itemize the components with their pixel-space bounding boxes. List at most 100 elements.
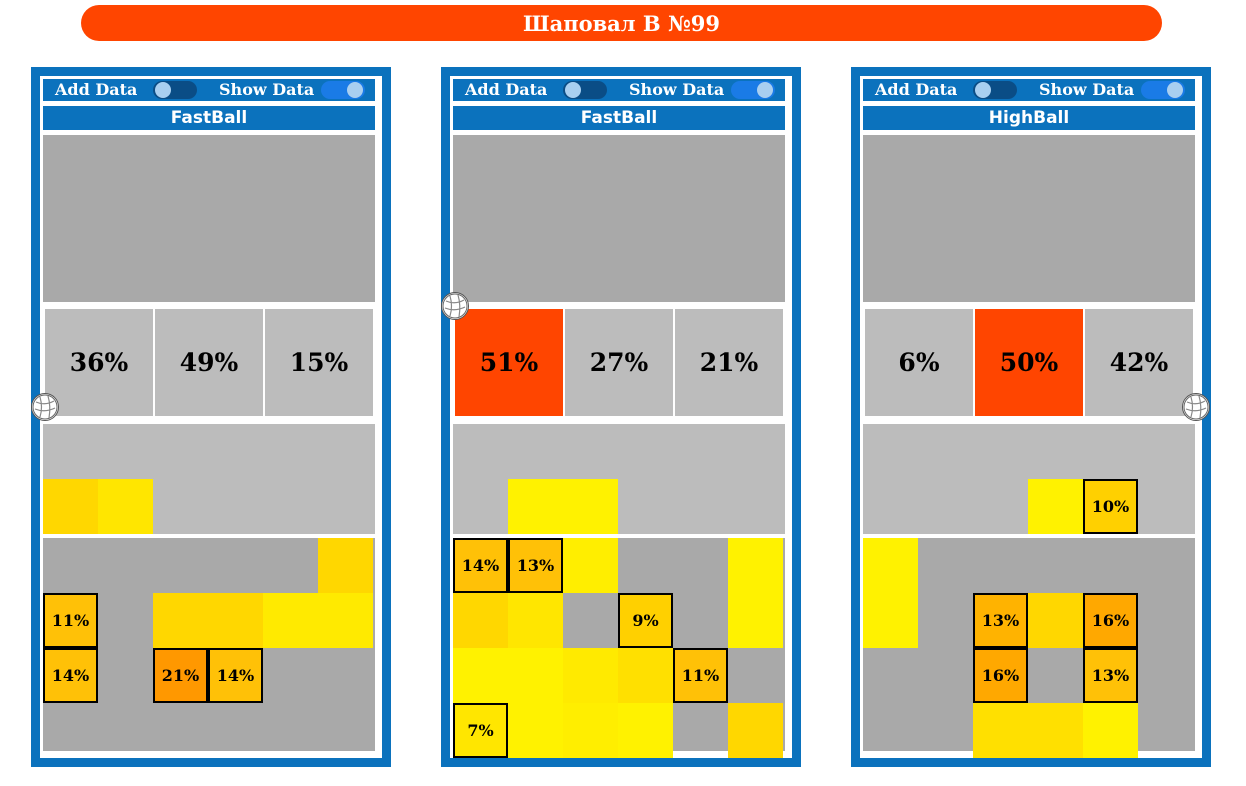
toggle-knob — [155, 82, 171, 98]
toggle-knob — [347, 82, 363, 98]
zone-percent: 49% — [179, 348, 239, 377]
heat-cell-labeled[interactable]: 11% — [43, 593, 98, 648]
show-data-toggle[interactable] — [1141, 81, 1185, 99]
heat-cell[interactable] — [618, 703, 673, 758]
heat-cell-labeled[interactable]: 7% — [453, 703, 508, 758]
heat-cell-percent: 7% — [467, 721, 494, 740]
attack-type-bar: FastBall — [453, 106, 785, 130]
heat-cell-percent: 14% — [51, 666, 90, 685]
heat-cell[interactable] — [728, 703, 783, 758]
zone-right[interactable]: 42% — [1085, 309, 1193, 416]
player-title-bar: Шаповал В №99 — [81, 5, 1162, 41]
add-data-label: Add Data — [465, 80, 548, 99]
heat-cell-labeled[interactable]: 16% — [973, 648, 1028, 703]
heat-cell[interactable] — [563, 703, 618, 758]
zone-percent: 21% — [699, 348, 759, 377]
heat-cell[interactable] — [1083, 703, 1138, 758]
heat-cell[interactable] — [318, 538, 373, 593]
heat-cell[interactable] — [508, 648, 563, 703]
zone-left[interactable]: 36% — [45, 309, 153, 416]
heat-cell[interactable] — [863, 538, 918, 593]
attack-zones: 36% 49% 15% — [43, 307, 375, 420]
front-zone — [453, 424, 785, 534]
zone-left[interactable]: 51% — [455, 309, 563, 416]
heat-cell[interactable] — [973, 703, 1028, 758]
heat-cell-labeled[interactable]: 11% — [673, 648, 728, 703]
heat-cell[interactable] — [728, 538, 783, 593]
heat-cell[interactable] — [863, 593, 918, 648]
heat-cell[interactable] — [563, 538, 618, 593]
heat-cell[interactable] — [208, 593, 263, 648]
toggle-knob — [975, 82, 991, 98]
volleyball-icon — [31, 393, 59, 421]
heat-cell[interactable] — [508, 479, 563, 534]
heat-cell-percent: 13% — [516, 556, 555, 575]
court: 6% 50% 42% 10% 13% 16% 16% 13% — [863, 135, 1195, 758]
heat-cell[interactable] — [508, 703, 563, 758]
heat-cell[interactable] — [1028, 703, 1083, 758]
attack-type-label: FastBall — [170, 108, 248, 128]
heat-cell-labeled[interactable]: 16% — [1083, 593, 1138, 648]
own-court-heatmap: 10% 13% 16% 16% 13% — [863, 424, 1195, 758]
heat-cell[interactable] — [43, 479, 98, 534]
heat-cell[interactable] — [153, 593, 208, 648]
heat-cell-percent: 14% — [216, 666, 255, 685]
attack-zones: 51% 27% 21% — [453, 307, 785, 420]
heat-cell-labeled[interactable]: 14% — [208, 648, 263, 703]
show-data-label: Show Data — [219, 80, 315, 99]
attack-line — [43, 534, 375, 538]
rotation-panel-2: Add Data Show Data FastBall 51% 27% 21% … — [441, 67, 801, 767]
zone-percent: 15% — [289, 348, 349, 377]
show-data-label: Show Data — [629, 80, 725, 99]
opponent-court — [43, 135, 375, 302]
heat-cell-labeled[interactable]: 10% — [1083, 479, 1138, 534]
panel-toolbar: Add Data Show Data — [43, 79, 375, 101]
heat-cell-labeled[interactable]: 21% — [153, 648, 208, 703]
heat-cell[interactable] — [98, 479, 153, 534]
heat-cell-percent: 16% — [1091, 611, 1130, 630]
heat-cell[interactable] — [453, 593, 508, 648]
zone-percent: 50% — [999, 348, 1059, 377]
heat-cell-labeled[interactable]: 14% — [453, 538, 508, 593]
heat-cell[interactable] — [618, 648, 673, 703]
zone-percent: 6% — [898, 348, 940, 377]
heat-cell-labeled[interactable]: 13% — [1083, 648, 1138, 703]
zone-right[interactable]: 15% — [265, 309, 373, 416]
rotation-panel-1: Add Data Show Data FastBall 36% 49% 15% … — [31, 67, 391, 767]
attack-type-bar: FastBall — [43, 106, 375, 130]
add-data-toggle[interactable] — [563, 81, 607, 99]
court: 51% 27% 21% 14% 13% 9% 11% 7% — [453, 135, 785, 758]
heat-cell-labeled[interactable]: 14% — [43, 648, 98, 703]
zone-percent: 51% — [479, 348, 539, 377]
add-data-label: Add Data — [55, 80, 138, 99]
attack-type-label: HighBall — [988, 108, 1070, 128]
heat-cell-percent: 14% — [461, 556, 500, 575]
volleyball-icon — [1182, 393, 1210, 421]
zone-middle[interactable]: 49% — [155, 309, 263, 416]
heat-cell[interactable] — [1028, 479, 1083, 534]
attack-zones: 6% 50% 42% — [863, 307, 1195, 420]
heat-cell[interactable] — [563, 648, 618, 703]
show-data-toggle[interactable] — [731, 81, 775, 99]
show-data-toggle[interactable] — [321, 81, 365, 99]
heat-cell[interactable] — [1028, 593, 1083, 648]
heat-cell[interactable] — [508, 593, 563, 648]
heat-cell[interactable] — [728, 593, 783, 648]
zone-left[interactable]: 6% — [865, 309, 973, 416]
heat-cell[interactable] — [263, 593, 318, 648]
zone-middle[interactable]: 27% — [565, 309, 673, 416]
heat-cell-percent: 11% — [681, 666, 720, 685]
add-data-toggle[interactable] — [153, 81, 197, 99]
zone-right[interactable]: 21% — [675, 309, 783, 416]
zone-middle[interactable]: 50% — [975, 309, 1083, 416]
heat-cell[interactable] — [318, 593, 373, 648]
add-data-toggle[interactable] — [973, 81, 1017, 99]
heat-cell-labeled[interactable]: 13% — [508, 538, 563, 593]
heat-cell[interactable] — [563, 479, 618, 534]
heat-cell[interactable] — [453, 648, 508, 703]
heat-cell-labeled[interactable]: 13% — [973, 593, 1028, 648]
heat-cell-percent: 21% — [161, 666, 200, 685]
heat-cell-labeled[interactable]: 9% — [618, 593, 673, 648]
toggle-knob — [565, 82, 581, 98]
attack-line — [863, 534, 1195, 538]
